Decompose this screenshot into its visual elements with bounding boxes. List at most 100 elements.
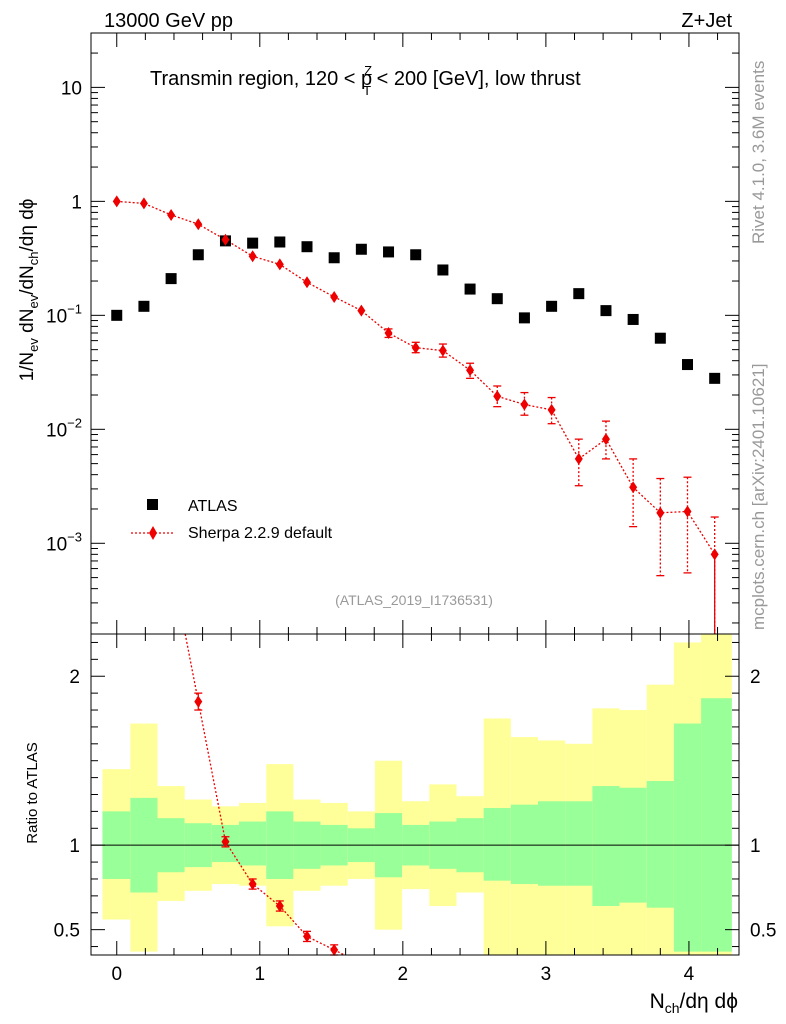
ratio-y-tick-label-right: 1 [750,836,761,857]
sherpa-point [275,258,284,271]
sherpa-point [303,276,311,289]
sherpa-point [411,341,420,354]
atlas-point [247,237,259,249]
x-axis-title: Nch/dη dϕ [650,990,738,1016]
ratio-band-inner [701,698,732,952]
sherpa-point [656,506,665,519]
ratio-y-tick-label-right: 2 [750,667,761,688]
atlas-point [111,309,123,321]
main-y-axis-title: 1/Nev dNev/dNch/dη dϕ [17,199,41,382]
x-tick-label: 2 [398,964,409,985]
ratio-sherpa-point [330,943,339,956]
x-tick-label: 3 [541,964,552,985]
x-tick-label: 0 [111,964,122,985]
atlas-point [464,283,476,295]
main-y-tick-label: 1 [71,192,82,213]
ratio-sherpa-point [303,930,311,943]
ratio-band-inner [592,786,620,907]
region-title: Transmin region, 120 < pZ T < 200 [GeV], … [150,63,581,98]
atlas-point [192,249,204,261]
region-title-sup: Z [364,63,372,78]
main-y-tick-base: 10 [46,420,67,441]
main-y-tick-exp: −1 [67,301,82,316]
sherpa-point [683,505,692,518]
ratio-sherpa-point [275,900,284,913]
legend-atlas-label: ATLAS [188,498,238,515]
sherpa-point [248,250,257,263]
atlas-point [627,313,639,325]
atlas-point [600,305,612,317]
sherpa-point [629,481,638,494]
sherpa-point [357,304,366,317]
main-y-tick-label: 10−2 [46,415,82,441]
region-title-sub: T [363,83,371,98]
atlas-point [518,312,530,324]
main-y-tick-base: 10 [46,534,67,555]
ratio-band-inner [646,780,674,908]
sherpa-point [112,195,121,208]
sherpa-point [466,364,475,377]
sherpa-point [547,403,556,416]
ratio-y-tick-label-right: 0.5 [750,921,776,942]
atlas-point [274,236,286,248]
sherpa-point [139,197,148,210]
sherpa-point [493,390,502,403]
atlas-point [437,264,449,276]
atlas-point [301,241,313,253]
ratio-band-inner [483,808,511,881]
ratio-sherpa-point [221,835,230,848]
atlas-point [709,372,721,384]
energy-label: 13000 GeV pp [104,10,233,32]
main-y-tick-base: 10 [46,306,67,327]
sherpa-point [574,452,583,465]
ratio-panel-frame [90,633,740,956]
legend-atlas-marker [147,499,158,510]
ratio-sherpa-point [248,878,257,891]
ratio-y-axis-title: Ratio to ATLAS [24,742,41,843]
main-y-tick-label: 10−1 [46,301,82,327]
region-title-prefix: Transmin region, 120 < p [150,68,372,90]
atlas-point [165,273,177,285]
sherpa-point [520,398,529,411]
sherpa-point [167,208,176,221]
analysis-id-label: (ATLAS_2019_I1736531) [335,592,493,608]
process-label: Z+Jet [681,10,732,32]
atlas-point [573,288,585,300]
atlas-point [491,293,503,305]
atlas-point [383,246,395,258]
sherpa-point [710,548,719,561]
ratio-sherpa-point [194,695,203,708]
atlas-point [654,332,666,344]
atlas-point [355,243,367,255]
legend-sherpa-label: Sherpa 2.2.9 default [188,525,333,542]
sherpa-point [221,233,230,246]
mcplots-source-label: mcplots.cern.ch [arXiv:2401.10621] [749,363,768,630]
sherpa-point [384,326,393,339]
ratio-band-inner [239,821,267,866]
ratio-y-tick-label-left: 0.5 [54,921,80,942]
sherpa-point [194,218,203,231]
ratio-band-inner [673,723,702,952]
atlas-point [682,359,694,371]
legend-sherpa-marker [149,526,157,540]
atlas-point [410,249,422,261]
rivet-version-label: Rivet 4.1.0, 3.6M events [749,60,768,244]
main-y-tick-label: 10 [61,78,82,99]
main-panel-frame [90,32,740,635]
main-y-tick-exp: −3 [67,529,82,544]
ratio-band-inner [538,801,566,886]
atlas-point [328,252,340,264]
atlas-point [138,300,150,312]
main-y-tick-exp: −2 [67,415,82,430]
ratio-y-tick-label-left: 1 [69,836,80,857]
ratio-sherpa-line [184,633,345,956]
ratio-band-inner [565,801,593,886]
sherpa-point [438,344,447,357]
region-title-suffix: < 200 [GeV], low thrust [371,68,581,90]
main-y-tick-label: 10−3 [46,529,82,555]
atlas-point [546,300,558,312]
ratio-y-tick-label-left: 2 [69,667,80,688]
x-tick-label: 1 [255,964,266,985]
ratio-band-inner [510,804,539,885]
